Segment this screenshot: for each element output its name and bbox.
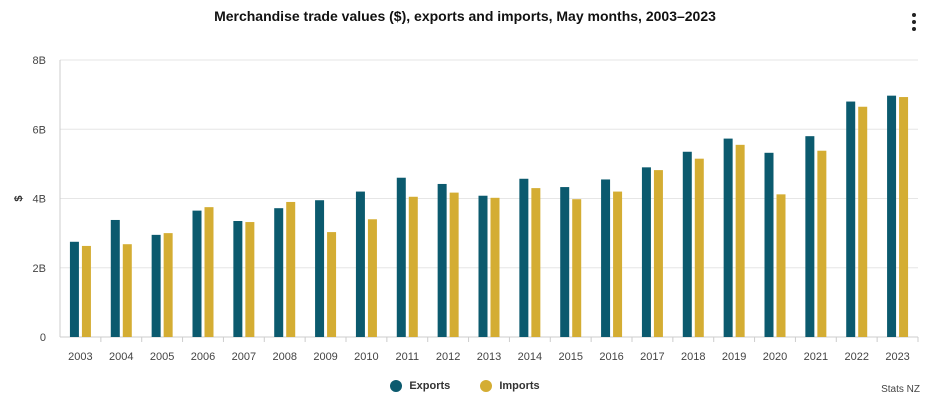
x-tick-label: 2004	[109, 351, 133, 363]
bar-imports-2023	[899, 97, 909, 337]
x-tick-label: 2003	[68, 351, 92, 363]
bar-exports-2014	[519, 178, 529, 337]
bar-exports-2021	[805, 136, 815, 337]
x-tick-label: 2021	[804, 351, 828, 363]
legend-label-imports: Imports	[499, 380, 540, 392]
legend-item-imports[interactable]: Imports	[480, 380, 540, 392]
bar-imports-2010	[367, 219, 377, 337]
bar-imports-2004	[122, 244, 132, 337]
bar-exports-2015	[560, 187, 570, 337]
bar-imports-2014	[531, 188, 541, 337]
bar-exports-2007	[233, 221, 243, 337]
bar-exports-2010	[355, 191, 365, 337]
bar-imports-2016	[613, 191, 623, 337]
legend-item-exports[interactable]: Exports	[390, 380, 450, 392]
bar-exports-2016	[601, 179, 611, 337]
x-tick-label: 2009	[313, 351, 337, 363]
bar-imports-2018	[694, 158, 704, 337]
bar-exports-2019	[723, 138, 733, 337]
x-tick-label: 2017	[640, 351, 664, 363]
bar-imports-2020	[776, 194, 786, 337]
bar-imports-2012	[449, 192, 459, 337]
chart-menu-button[interactable]	[906, 10, 922, 34]
x-tick-label: 2006	[191, 351, 215, 363]
legend-swatch-exports	[390, 380, 403, 392]
bar-exports-2022	[846, 101, 856, 337]
y-tick-label: 8B	[33, 55, 46, 67]
x-tick-label: 2008	[272, 351, 296, 363]
bar-exports-2017	[641, 167, 651, 337]
x-tick-label: 2014	[518, 351, 542, 363]
bar-imports-2022	[858, 106, 868, 338]
y-tick-label: 2B	[33, 263, 46, 275]
x-tick-label: 2023	[885, 351, 909, 363]
x-tick-label: 2018	[681, 351, 705, 363]
x-tick-label: 2022	[844, 351, 868, 363]
bar-imports-2005	[163, 233, 173, 337]
credits[interactable]: Stats NZ	[881, 384, 920, 395]
x-tick-label: 2015	[558, 351, 582, 363]
bar-exports-2005	[151, 234, 161, 337]
x-tick-label: 2005	[150, 351, 174, 363]
chart-title: Merchandise trade values ($), exports an…	[214, 8, 716, 24]
y-axis-title: $	[13, 195, 25, 201]
bar-imports-2006	[204, 207, 214, 337]
bar-imports-2003	[81, 245, 91, 337]
bar-imports-2007	[245, 222, 255, 337]
y-tick-label: 6B	[33, 124, 46, 136]
y-tick-label: 4B	[33, 194, 46, 206]
bar-imports-2011	[408, 196, 418, 337]
bar-exports-2012	[437, 183, 447, 337]
bar-imports-2008	[286, 201, 296, 337]
bar-imports-2021	[817, 150, 827, 337]
y-tick-label: 0	[40, 332, 46, 344]
x-tick-label: 2010	[354, 351, 378, 363]
bar-exports-2006	[192, 210, 202, 337]
bar-exports-2003	[69, 241, 79, 337]
x-tick-label: 2016	[599, 351, 623, 363]
bar-exports-2023	[887, 95, 897, 337]
menu-dot-icon	[912, 27, 916, 31]
bar-imports-2015	[572, 199, 582, 337]
bar-imports-2013	[490, 197, 500, 337]
legend-label-exports: Exports	[409, 380, 451, 392]
x-tick-label: 2019	[722, 351, 746, 363]
bar-exports-2020	[764, 152, 774, 337]
legend: Exports Imports	[0, 380, 930, 392]
bar-exports-2011	[396, 177, 406, 337]
bar-exports-2008	[274, 208, 284, 337]
bar-exports-2009	[315, 200, 325, 337]
menu-dot-icon	[912, 13, 916, 17]
x-tick-label: 2013	[477, 351, 501, 363]
bar-exports-2013	[478, 195, 488, 337]
menu-dot-icon	[912, 20, 916, 24]
x-tick-label: 2007	[232, 351, 256, 363]
x-tick-label: 2020	[763, 351, 787, 363]
bar-imports-2019	[735, 144, 745, 337]
bar-exports-2018	[682, 151, 692, 337]
bar-exports-2004	[110, 219, 120, 337]
bar-imports-2017	[653, 170, 663, 337]
bar-imports-2009	[327, 232, 337, 337]
x-tick-label: 2012	[436, 351, 460, 363]
legend-swatch-imports	[480, 380, 493, 392]
x-tick-label: 2011	[395, 351, 419, 363]
